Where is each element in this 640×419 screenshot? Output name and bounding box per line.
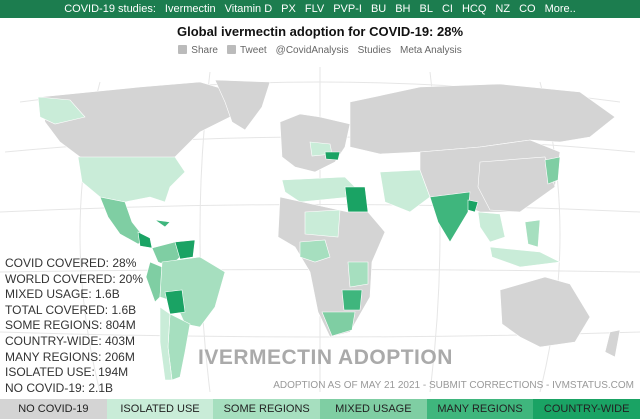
nav-link[interactable]: NZ [495, 3, 511, 15]
stat-line: TOTAL COVERED: 1.6B [5, 302, 137, 317]
share-link[interactable]: Share [178, 45, 218, 56]
page-title: Global ivermectin adoption for COVID-19:… [176, 24, 464, 39]
indonesia [489, 246, 562, 268]
caribbean [154, 219, 171, 228]
legend-item: MANY REGIONS [426, 399, 534, 419]
nav-link[interactable]: PX [281, 3, 296, 15]
nav-link[interactable]: BH [395, 3, 411, 15]
world-map [0, 67, 640, 393]
stat-line: NO COVID-19: 2.1B [5, 380, 114, 395]
share-link[interactable]: Meta Analysis [400, 45, 462, 56]
alaska [37, 96, 86, 125]
bangladesh [467, 199, 479, 213]
japan [544, 156, 561, 185]
sahel [304, 209, 341, 238]
nav-link[interactable]: FLV [304, 3, 325, 15]
nav-link[interactable]: BU [370, 3, 387, 15]
legend-item: SOME REGIONS [213, 399, 321, 419]
nav-link[interactable]: HCQ [461, 3, 487, 15]
nav-link[interactable]: Vitamin D [224, 3, 273, 15]
share-link[interactable]: Studies [357, 45, 391, 56]
canada [39, 81, 251, 163]
stat-line: SOME REGIONS: 804M [5, 318, 136, 333]
middle-east [379, 169, 431, 213]
chile [159, 306, 173, 381]
stat-line: MANY REGIONS: 206M [5, 349, 135, 364]
philippines [524, 219, 541, 248]
north-africa [281, 176, 356, 203]
stat-line: COVID COVERED: 28% [5, 256, 137, 270]
stat-line: ISOLATED USE: 194M [5, 365, 129, 380]
egypt [344, 186, 369, 213]
china [477, 156, 556, 213]
footnote: ADOPTION AS OF MAY 21 2021 - SUBMIT CORR… [273, 380, 634, 391]
nav-link[interactable]: PVP-I [333, 3, 362, 15]
legend: NO COVID-19 ISOLATED USE SOME REGIONS MIXED… [0, 399, 640, 419]
central-america [137, 231, 153, 249]
share-link[interactable]: @CovidAnalysis [275, 45, 349, 56]
nav-link[interactable]: Ivermectin [164, 3, 216, 15]
bolivia [164, 289, 186, 315]
usa [77, 156, 186, 203]
stats-list: COVID COVERED: 28% WORLD COVERED: 20% MIXE… [5, 256, 143, 396]
map-title: IVERMECTIN ADOPTION [198, 346, 453, 369]
south-africa [321, 311, 356, 337]
balkans [324, 151, 341, 161]
share-row: Share Tweet @CovidAnalysis Studies Meta Anal… [0, 45, 640, 56]
stat-line: MIXED USAGE: 1.6B [5, 287, 120, 302]
legend-item: NO COVID-19 [0, 399, 107, 419]
nav-link[interactable]: CI [441, 3, 453, 15]
nav-label: COVID-19 studies: [64, 3, 156, 15]
venezuela [174, 239, 196, 260]
legend-item: COUNTRY-WIDE [533, 399, 640, 419]
east-africa [347, 261, 369, 288]
stat-line: WORLD COVERED: 20% [5, 271, 144, 286]
argentina [167, 313, 191, 381]
new-zealand [604, 329, 621, 358]
zimbabwe [341, 289, 363, 311]
share-link[interactable]: Tweet [227, 45, 267, 56]
peru [145, 261, 163, 303]
nav-link[interactable]: More.. [544, 3, 576, 15]
nigeria [299, 239, 331, 263]
nav-link[interactable]: CO [519, 3, 536, 15]
legend-item: MIXED USAGE [320, 399, 427, 419]
greenland [214, 79, 271, 131]
southeast-asia [477, 211, 506, 243]
nav-link[interactable]: BL [419, 3, 433, 15]
india [429, 191, 471, 243]
legend-item: ISOLATED USE [106, 399, 214, 419]
brazil [159, 256, 226, 328]
stat-line: COUNTRY-WIDE: 403M [5, 333, 136, 348]
australia [499, 276, 591, 348]
russia [349, 83, 616, 155]
nav-bar: COVID-19 studies: Ivermectin Vitamin D PX F… [0, 0, 640, 18]
